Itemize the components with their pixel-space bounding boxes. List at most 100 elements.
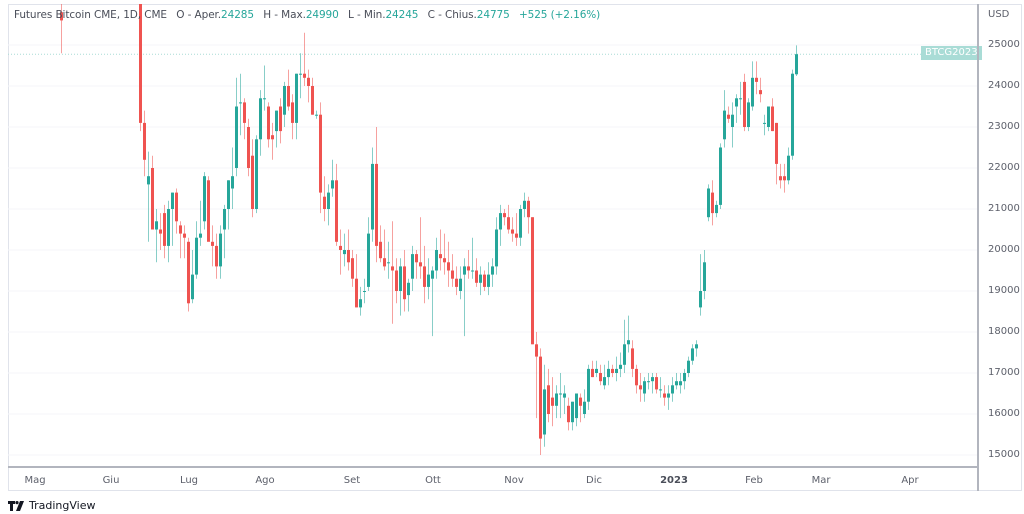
candle[interactable]	[235, 77, 238, 177]
candle[interactable]	[403, 250, 406, 312]
candle[interactable]	[723, 90, 726, 148]
currency-label[interactable]: USD	[988, 9, 1010, 20]
candle[interactable]	[327, 184, 330, 226]
candle[interactable]	[515, 213, 518, 246]
candle[interactable]	[655, 373, 658, 394]
candle[interactable]	[147, 151, 150, 242]
candle[interactable]	[507, 204, 510, 234]
candle[interactable]	[423, 245, 426, 304]
candle[interactable]	[343, 233, 346, 267]
candle[interactable]	[643, 377, 646, 402]
candle[interactable]	[363, 278, 366, 304]
candle[interactable]	[491, 258, 494, 287]
candle[interactable]	[311, 77, 314, 115]
candle[interactable]	[671, 377, 674, 402]
candle[interactable]	[375, 127, 378, 263]
candle[interactable]	[271, 122, 274, 160]
candle[interactable]	[791, 69, 794, 160]
candle[interactable]	[647, 373, 650, 390]
tradingview-brand[interactable]: TradingView	[8, 499, 95, 512]
candle[interactable]	[211, 225, 214, 267]
candle[interactable]	[663, 385, 666, 406]
symbol-title[interactable]: Futures Bitcoin CME, 1D, CME	[14, 9, 167, 21]
candle[interactable]	[731, 102, 734, 148]
candle[interactable]	[291, 94, 294, 140]
candle[interactable]	[267, 102, 270, 148]
candle[interactable]	[631, 340, 634, 378]
candle[interactable]	[175, 188, 178, 234]
candle[interactable]	[695, 340, 698, 357]
candle[interactable]	[463, 258, 466, 337]
candle[interactable]	[543, 364, 546, 447]
candle[interactable]	[419, 217, 422, 279]
candle[interactable]	[215, 233, 218, 279]
candle[interactable]	[747, 98, 750, 132]
candle[interactable]	[331, 159, 334, 197]
candle[interactable]	[567, 397, 570, 431]
candle[interactable]	[699, 254, 702, 316]
candle[interactable]	[359, 286, 362, 316]
candle[interactable]	[575, 393, 578, 427]
candle[interactable]	[707, 184, 710, 222]
candle[interactable]	[667, 385, 670, 410]
candle[interactable]	[555, 385, 558, 419]
candle[interactable]	[367, 217, 370, 291]
candle[interactable]	[387, 241, 390, 279]
candle[interactable]	[627, 315, 630, 353]
candle[interactable]	[743, 73, 746, 132]
candle[interactable]	[535, 332, 538, 419]
candle[interactable]	[203, 172, 206, 230]
candle[interactable]	[603, 364, 606, 390]
candle[interactable]	[511, 217, 514, 242]
candle[interactable]	[479, 266, 482, 296]
candle[interactable]	[619, 352, 622, 378]
candle[interactable]	[155, 209, 158, 263]
candle[interactable]	[503, 209, 506, 226]
candle[interactable]	[779, 163, 782, 189]
candle[interactable]	[399, 258, 402, 316]
candle[interactable]	[583, 389, 586, 419]
candle[interactable]	[227, 180, 230, 230]
candle[interactable]	[615, 356, 618, 382]
candle[interactable]	[439, 229, 442, 271]
candle[interactable]	[519, 204, 522, 246]
candle[interactable]	[623, 319, 626, 373]
candle[interactable]	[319, 102, 322, 214]
candle[interactable]	[279, 98, 282, 144]
candle[interactable]	[447, 241, 450, 287]
time-axis[interactable]: Mag Giu Lug Ago Set Ott Nov Dic 2023 Feb Mar Apr	[8, 466, 977, 491]
candle[interactable]	[395, 258, 398, 304]
candle[interactable]	[471, 237, 474, 279]
candle[interactable]	[139, 4, 142, 132]
candle[interactable]	[775, 122, 778, 185]
candle[interactable]	[415, 250, 418, 279]
candle[interactable]	[299, 53, 302, 99]
price-axis[interactable]: USD 25000 24000 23000 22000 21000 20000 19000 1…	[977, 4, 1022, 491]
candle[interactable]	[411, 245, 414, 291]
candle[interactable]	[295, 73, 298, 140]
candle[interactable]	[475, 258, 478, 287]
candle[interactable]	[763, 114, 766, 136]
candle[interactable]	[787, 147, 790, 185]
candle[interactable]	[595, 360, 598, 378]
candle[interactable]	[531, 217, 534, 345]
candle[interactable]	[191, 250, 194, 304]
candle[interactable]	[455, 266, 458, 296]
candle[interactable]	[691, 344, 694, 365]
candle[interactable]	[347, 229, 350, 271]
candle[interactable]	[715, 200, 718, 218]
candle[interactable]	[443, 233, 446, 275]
candle[interactable]	[739, 81, 742, 115]
candle[interactable]	[335, 163, 338, 246]
candle[interactable]	[795, 45, 798, 76]
candle[interactable]	[759, 77, 762, 103]
candle[interactable]	[223, 204, 226, 259]
candle[interactable]	[287, 69, 290, 111]
candle[interactable]	[167, 200, 170, 263]
candle[interactable]	[259, 90, 262, 156]
candle[interactable]	[143, 110, 146, 177]
candle[interactable]	[243, 98, 246, 140]
candle[interactable]	[755, 61, 758, 95]
candle[interactable]	[675, 373, 678, 390]
candle[interactable]	[579, 393, 582, 423]
